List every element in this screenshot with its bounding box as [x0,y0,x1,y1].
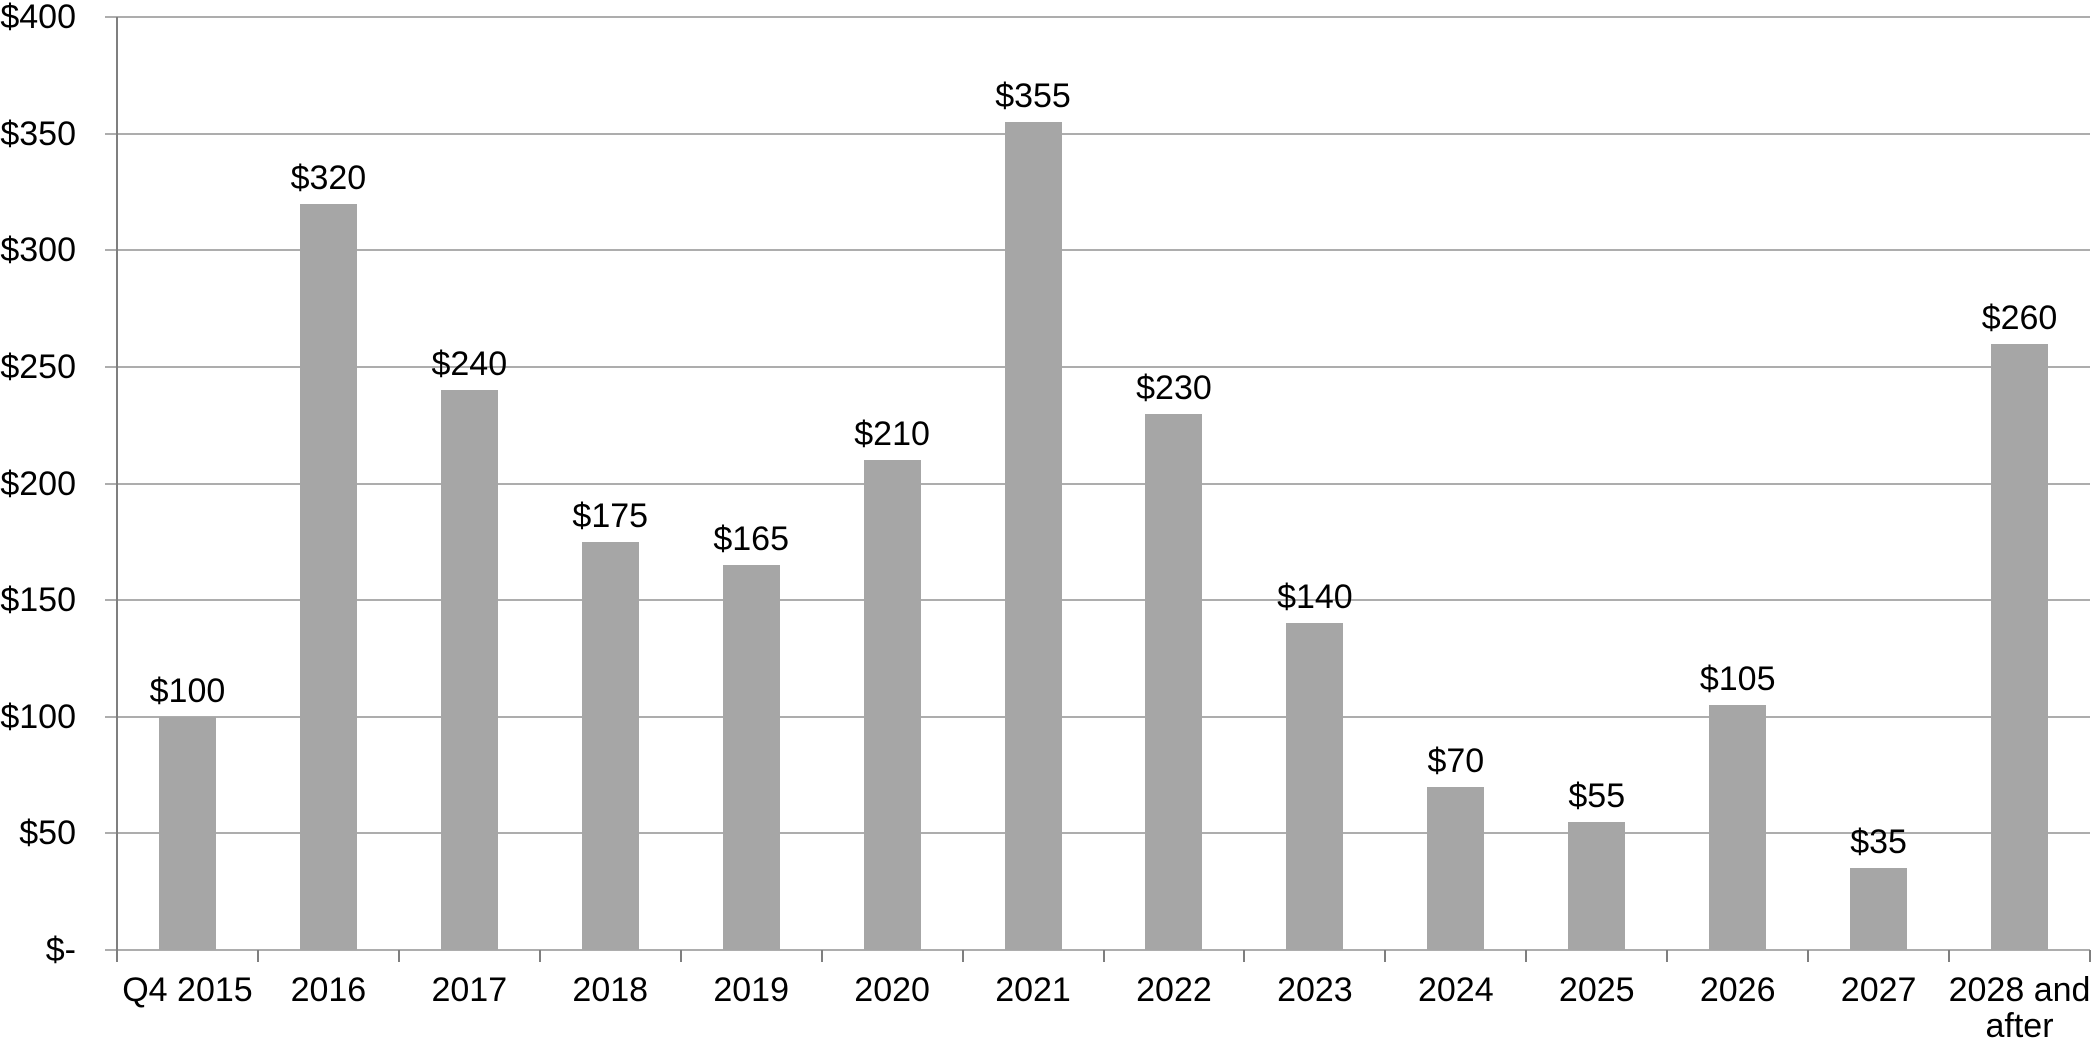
y-axis-tick-label: $100 [0,697,76,736]
bar-value-label: $230 [1136,368,1212,407]
bar-value-label: $210 [854,415,930,454]
gridline [105,132,2090,135]
bar-value-label: $320 [290,158,367,197]
gridline [105,949,2090,951]
x-axis-category-label: 2019 [713,971,789,1009]
x-axis-category-label: 2017 [431,971,508,1009]
gridline [105,715,2090,718]
x-axis-category-label: 2022 [1136,971,1212,1009]
bar [1850,868,1908,950]
y-axis-tick-label: $350 [0,114,76,153]
bar-value-label: $175 [572,496,649,535]
bar-value-label: $165 [713,520,789,559]
x-axis-category-label: 2016 [290,971,367,1009]
x-axis-tick [397,950,400,962]
x-axis-tick [1948,950,1951,962]
x-axis-category-label: 2023 [1277,971,1353,1009]
y-axis-tick-label: $250 [0,347,76,386]
x-axis-tick [256,950,259,962]
gridline [105,249,2090,252]
bar [1568,821,1626,950]
y-axis-tick-label: $200 [0,464,76,503]
x-axis-tick [538,950,541,962]
bar [1286,623,1344,950]
bar [158,716,216,950]
bar-value-label: $240 [431,345,508,384]
x-axis-category-label: 2025 [1558,971,1635,1009]
bar [722,565,780,950]
x-axis-category-label: 2021 [995,971,1071,1009]
gridline [105,16,2090,18]
y-axis-tick-label: $150 [0,581,76,620]
bar-value-label: $100 [149,671,226,710]
bar [1145,413,1203,950]
gridline [105,599,2090,602]
x-axis-category-label: 2026 [1699,971,1776,1009]
x-axis-tick [2089,950,2091,962]
x-axis-tick [1666,950,1669,962]
x-axis-tick [679,950,682,962]
bar [440,390,498,950]
bar-value-label: $35 [1850,823,1907,862]
bar-value-label: $260 [1981,298,2058,337]
bar [299,203,357,950]
bar [1709,705,1767,950]
bar-value-label: $140 [1277,578,1353,617]
x-axis-tick [1102,950,1105,962]
x-axis-category-label: Q4 2015 [122,971,253,1009]
x-axis-category-label: 2028 and after [1948,971,2091,1045]
x-axis-category-label: 2024 [1417,971,1494,1009]
bar [1991,343,2049,950]
bar [1004,121,1062,950]
x-axis-tick [1243,950,1246,962]
bar-value-label: $70 [1427,741,1485,780]
y-axis-tick-label: $300 [0,231,76,270]
x-axis-tick [961,950,964,962]
y-axis-line [116,17,118,962]
bar-value-label: $105 [1699,660,1776,699]
bar [863,460,921,950]
y-axis-tick-label: $50 [19,814,76,853]
x-axis-category-label: 2027 [1840,971,1917,1009]
x-axis-tick [820,950,823,962]
bar-value-label: $355 [995,76,1071,115]
bar [1427,786,1485,950]
gridline [105,832,2090,835]
y-axis-tick-label: $400 [0,0,76,36]
x-axis-category-label: 2018 [572,971,649,1009]
bar-value-label: $55 [1568,776,1626,815]
x-axis-category-label: 2020 [854,971,930,1009]
x-axis-tick [116,950,118,962]
gridline [105,365,2090,368]
x-axis-tick [1384,950,1387,962]
x-axis-tick [1807,950,1810,962]
gridline [105,482,2090,485]
x-axis-tick [1525,950,1528,962]
y-axis-tick-label: $- [45,931,76,969]
bar [581,541,639,950]
